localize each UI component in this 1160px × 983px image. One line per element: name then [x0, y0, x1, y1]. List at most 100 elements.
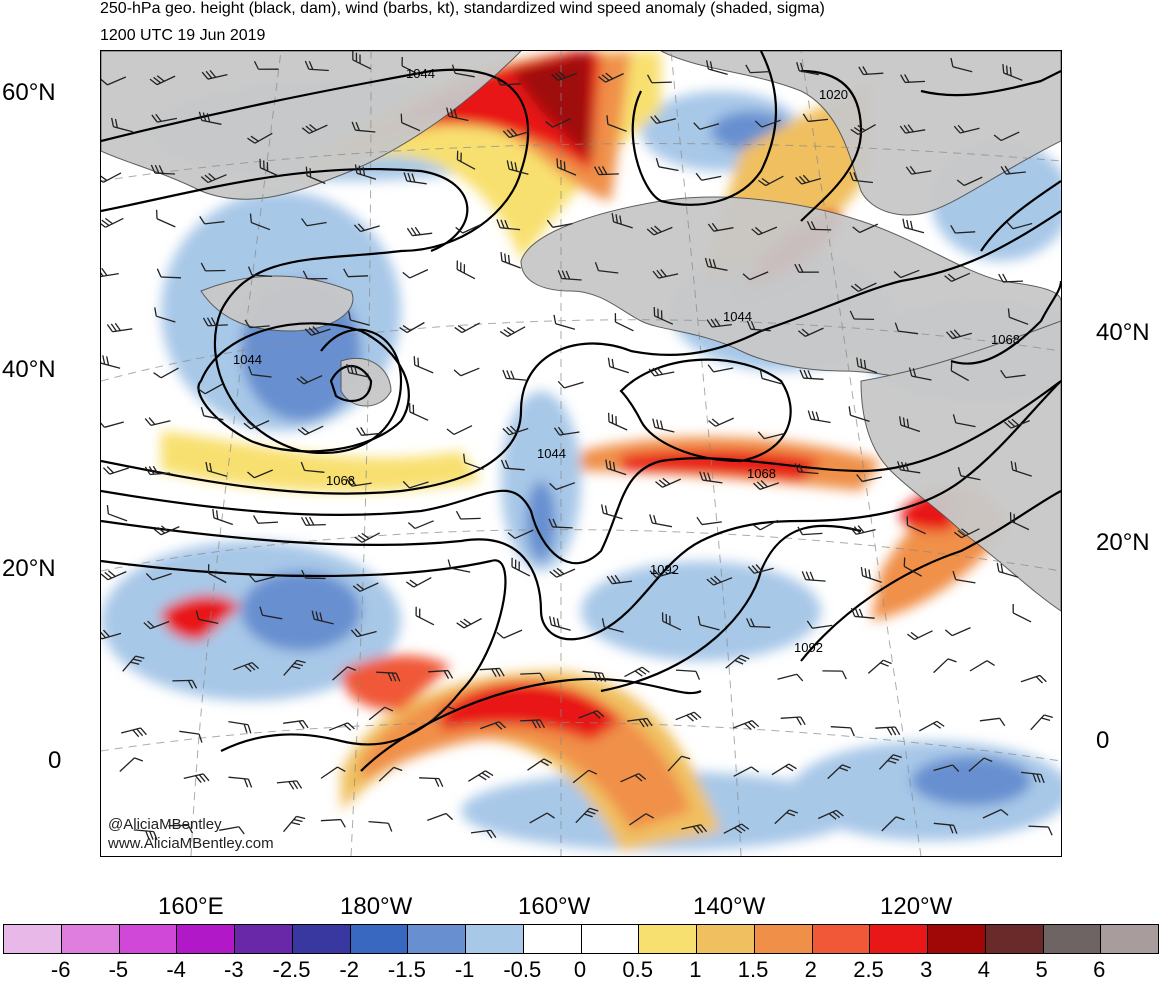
colorbar-swatch [62, 925, 120, 953]
lon-label: 180°W [340, 893, 412, 921]
wind-barb [101, 266, 119, 278]
colorbar-swatch [986, 925, 1044, 953]
wind-barb [407, 225, 432, 236]
wind-barb [329, 721, 354, 737]
wind-barb [357, 425, 382, 435]
wind-barb [734, 719, 759, 735]
wind-barb [807, 411, 832, 423]
contour-label: 1068 [326, 473, 355, 488]
colorbar-label: 1 [689, 957, 701, 983]
colorbar-label: -5 [109, 957, 129, 983]
wind-barb [648, 514, 673, 526]
contour-label: 1092 [794, 640, 823, 655]
wind-barb [400, 316, 425, 335]
colorbar-label: 1.5 [738, 957, 769, 983]
lat-label-left: 0 [48, 747, 61, 775]
wind-barb [468, 769, 493, 788]
wind-barb [411, 356, 436, 373]
wind-barb [919, 719, 944, 738]
wind-barb [454, 361, 479, 377]
wind-barb [1021, 674, 1046, 689]
colorbar-swatch [466, 925, 524, 953]
colorbar-swatch [235, 925, 293, 953]
wind-barb [548, 616, 573, 630]
wind-barb [302, 517, 326, 526]
colorbar-label: 5 [1035, 957, 1047, 983]
map-valid-time: 1200 UTC 19 Jun 2019 [100, 27, 265, 45]
wind-barb [781, 717, 805, 727]
contour-label: 1068 [747, 466, 776, 481]
wind-barb [254, 514, 278, 523]
colorbar-swatch [120, 925, 178, 953]
wind-barb [120, 755, 143, 777]
lon-label: 160°W [518, 893, 590, 921]
wind-barb [408, 513, 433, 530]
colorbar-label: -1 [455, 957, 475, 983]
wind-barb [419, 778, 443, 787]
colorbar-label: -4 [166, 957, 186, 983]
contour-label: 1068 [991, 332, 1020, 347]
wind-barb [413, 607, 438, 625]
wind-barb [145, 413, 170, 426]
lon-label: 120°W [880, 893, 952, 921]
wind-barb [552, 315, 577, 329]
wind-barb [868, 658, 891, 680]
colorbar-label: -2.5 [273, 957, 311, 983]
colorbar-label: -1.5 [388, 957, 426, 983]
credit-handle: @AliciaMBentley [108, 816, 222, 833]
colorbar [3, 924, 1159, 954]
lat-label-left: 40°N [2, 356, 56, 384]
wind-barb [599, 504, 624, 518]
wind-barb [153, 210, 178, 227]
wind-barb [605, 413, 630, 430]
wind-barb [456, 510, 480, 519]
wind-barb [697, 514, 722, 525]
wind-barb [502, 370, 527, 380]
wind-barb [651, 419, 676, 432]
colorbar-label: 2.5 [853, 957, 884, 983]
wind-barb [101, 564, 126, 581]
lon-label: 140°W [693, 893, 765, 921]
lat-label-right: 40°N [1096, 319, 1150, 347]
wind-barb [105, 505, 130, 521]
wind-barb [154, 519, 179, 536]
colorbar-swatch [1101, 925, 1158, 953]
wind-barb [758, 370, 783, 384]
wind-barb [606, 358, 631, 373]
contour-label: 1044 [537, 446, 566, 461]
lat-label-right: 0 [1096, 727, 1109, 755]
wind-barb [675, 670, 699, 679]
colorbar-label: 6 [1093, 957, 1105, 983]
wind-barb [101, 211, 123, 229]
wind-barb [1010, 604, 1035, 622]
wind-barb [355, 526, 380, 544]
wind-barb [321, 819, 345, 828]
wind-barb [934, 656, 957, 678]
wind-barb [907, 624, 932, 642]
colorbar-swatch [4, 925, 62, 953]
colorbar-swatch [177, 925, 235, 953]
wind-barb [778, 673, 803, 687]
map-title: 250-hPa geo. height (black, dam), wind (… [100, 0, 825, 18]
colorbar-swatch [639, 925, 697, 953]
colorbar-swatch [582, 925, 640, 953]
wind-barb [1028, 826, 1052, 835]
lat-label-left: 60°N [2, 79, 56, 107]
wind-barb [101, 414, 124, 428]
colorbar-swatch [1044, 925, 1102, 953]
colorbar-swatch [870, 925, 928, 953]
colorbar-swatch [928, 925, 986, 953]
colorbar-swatch [524, 925, 582, 953]
wind-barb [107, 321, 132, 332]
wind-barb [802, 571, 827, 581]
colorbar-label: -6 [51, 957, 71, 983]
wind-barb [558, 375, 583, 389]
weather-map: 1044 1020 1044 1044 1068 1044 1068 1068 … [100, 50, 1062, 857]
wind-barb [980, 718, 1005, 729]
wind-barb [277, 780, 302, 790]
colorbar-swatch [293, 925, 351, 953]
wind-barb [284, 813, 306, 837]
wind-barb [227, 722, 252, 734]
wind-barb [210, 509, 235, 525]
lat-label-right: 20°N [1096, 529, 1150, 557]
